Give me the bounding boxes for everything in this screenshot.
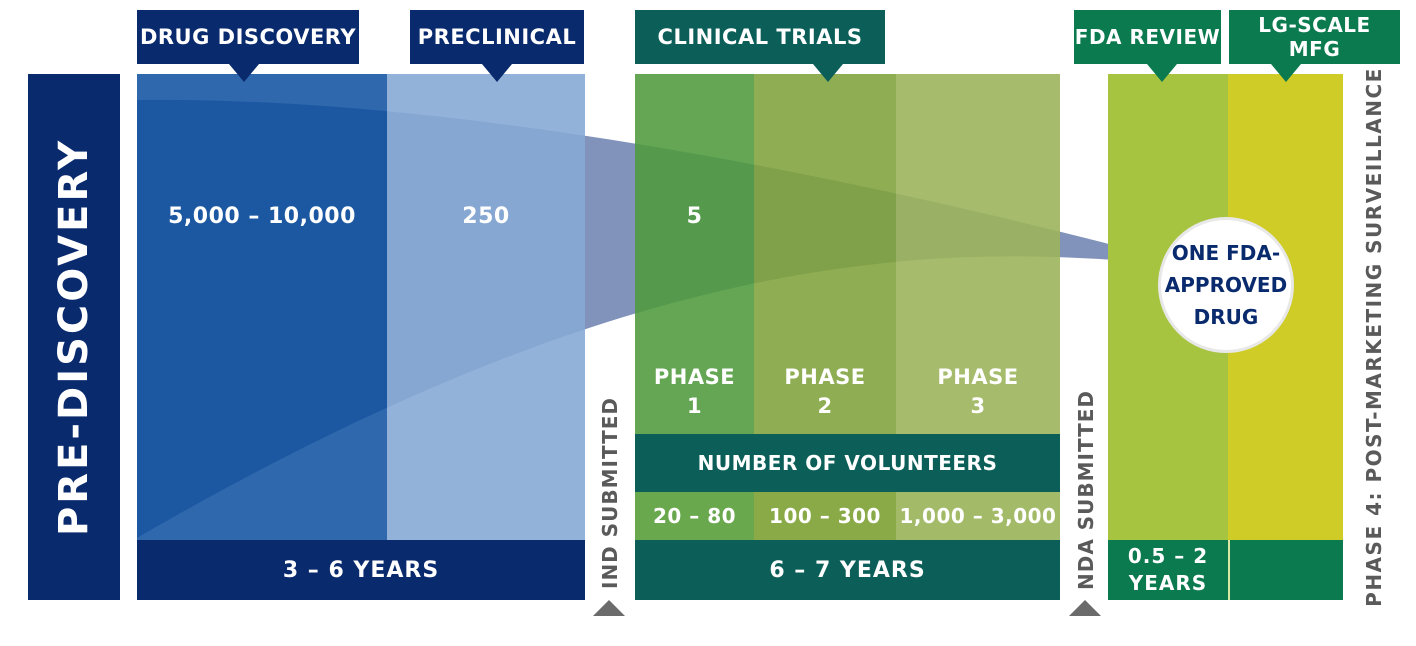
phase-3-column bbox=[896, 74, 1060, 434]
drug-discovery-column bbox=[137, 74, 387, 540]
fda-review-header-text: FDA REVIEW bbox=[1074, 25, 1221, 49]
nda-submitted-milestone: NDA SUBMITTED bbox=[1066, 390, 1106, 590]
approved-drug-circle: ONE FDA- APPROVED DRUG bbox=[1158, 217, 1294, 353]
clinical-trials-pointer bbox=[813, 64, 843, 82]
fda-review-header: FDA REVIEW bbox=[1074, 10, 1221, 82]
volunteers-phase-2: 100 – 300 bbox=[754, 492, 896, 540]
phase-1-column bbox=[635, 74, 754, 434]
phase-2-label: PHASE 2 bbox=[754, 360, 896, 424]
nda-submitted-label: NDA SUBMITTED bbox=[1074, 389, 1098, 591]
phase-2-label-number: 2 bbox=[817, 394, 833, 418]
lg-scale-mfg-pointer bbox=[1271, 64, 1301, 82]
duration-clinical: 6 – 7 YEARS bbox=[635, 540, 1060, 600]
volunteers-phase-1: 20 – 80 bbox=[635, 492, 754, 540]
phase-3-label-number: 3 bbox=[970, 394, 986, 418]
duration-mfg bbox=[1228, 540, 1343, 600]
preclinical-header: PRECLINICAL bbox=[410, 10, 584, 82]
volunteers-phase-3: 1,000 – 3,000 bbox=[896, 492, 1060, 540]
ind-submitted-marker bbox=[593, 600, 625, 616]
phase-2-column bbox=[754, 74, 896, 434]
drug-discovery-pointer bbox=[229, 64, 259, 82]
lg-scale-mfg-header-text: LG-SCALE MFG bbox=[1258, 13, 1371, 61]
lg-scale-mfg-header: LG-SCALE MFG bbox=[1229, 10, 1400, 82]
ind-submitted-milestone: IND SUBMITTED bbox=[590, 395, 630, 590]
phase-3-label-word: PHASE bbox=[937, 365, 1019, 389]
clinical-trials-header-text: CLINICAL TRIALS bbox=[657, 25, 863, 49]
phase-3-label: PHASE 3 bbox=[896, 360, 1060, 424]
nda-submitted-marker bbox=[1069, 600, 1101, 616]
clinical-trials-header: CLINICAL TRIALS bbox=[635, 10, 885, 82]
duration-review-value: 0.5 – 2 bbox=[1127, 544, 1209, 568]
drug-discovery-header: DRUG DISCOVERY bbox=[137, 10, 359, 82]
duration-review-unit: YEARS bbox=[1128, 571, 1208, 595]
approved-drug-line-2: APPROVED bbox=[1164, 273, 1288, 297]
count-discovery: 5,000 – 10,000 bbox=[168, 203, 356, 229]
volunteers-header: NUMBER OF VOLUNTEERS bbox=[635, 434, 1060, 492]
preclinical-header-text: PRECLINICAL bbox=[417, 25, 577, 49]
count-clinical: 5 bbox=[686, 203, 703, 229]
preclinical-column bbox=[387, 74, 585, 540]
preclinical-pointer bbox=[482, 64, 512, 82]
phase-1-label: PHASE 1 bbox=[635, 360, 754, 424]
duration-review: 0.5 – 2 YEARS bbox=[1108, 540, 1228, 600]
phase-2-label-word: PHASE bbox=[784, 365, 866, 389]
pre-discovery-bar: PRE-DISCOVERY bbox=[28, 74, 120, 600]
approved-drug-line-1: ONE FDA- bbox=[1171, 241, 1281, 265]
pre-discovery-label: PRE-DISCOVERY bbox=[51, 137, 97, 537]
approved-drug-line-3: DRUG bbox=[1193, 305, 1259, 329]
drug-discovery-header-text: DRUG DISCOVERY bbox=[139, 25, 357, 49]
phase-1-label-word: PHASE bbox=[653, 365, 736, 389]
post-marketing-surveillance: PHASE 4: POST-MARKETING SURVEILLANCE bbox=[1352, 67, 1396, 607]
post-marketing-label: PHASE 4: POST-MARKETING SURVEILLANCE bbox=[1362, 67, 1386, 607]
count-preclinical: 250 bbox=[462, 203, 510, 229]
fda-review-pointer bbox=[1147, 64, 1177, 82]
ind-submitted-label: IND SUBMITTED bbox=[598, 396, 622, 589]
duration-early: 3 – 6 YEARS bbox=[137, 540, 585, 600]
phase-1-label-number: 1 bbox=[686, 394, 703, 418]
